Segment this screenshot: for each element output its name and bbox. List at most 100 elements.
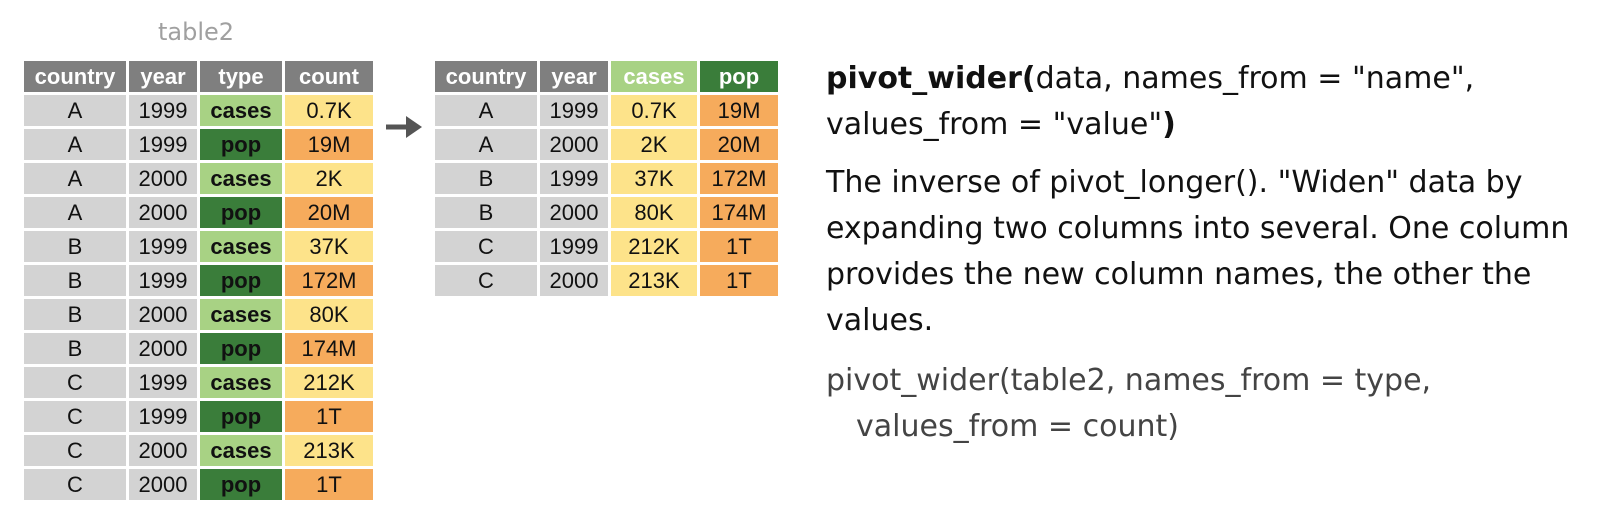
cell-country: C	[435, 265, 537, 296]
table-row: B 2000 pop 174M	[24, 333, 373, 364]
cell-country: C	[435, 231, 537, 262]
header-year: year	[540, 61, 608, 92]
cell-country: B	[435, 163, 537, 194]
cell-country: B	[24, 231, 126, 262]
cell-type: pop	[200, 401, 282, 432]
cell-country: A	[24, 129, 126, 160]
signature-args: data, names_from = "name",	[1035, 61, 1475, 96]
header-year: year	[129, 61, 197, 92]
cell-cases: 0.7K	[611, 95, 697, 126]
cell-country: B	[24, 333, 126, 364]
cell-cases: 37K	[611, 163, 697, 194]
example-code: pivot_wider(table2, names_from = type, v…	[826, 358, 1606, 450]
table-row: A 1999 cases 0.7K	[24, 95, 373, 126]
description-panel: pivot_wider(data, names_from = "name", v…	[826, 56, 1606, 450]
cell-year: 1999	[129, 95, 197, 126]
cell-country: C	[24, 469, 126, 500]
cell-count: 2K	[285, 163, 373, 194]
signature-args-2: values_from = "value"	[826, 107, 1163, 142]
example-line-1: pivot_wider(table2, names_from = type,	[826, 363, 1432, 398]
cell-year: 2000	[129, 299, 197, 330]
cell-count: 20M	[285, 197, 373, 228]
cell-pop: 174M	[700, 197, 778, 228]
example-line-2: values_from = count)	[856, 409, 1179, 444]
output-table: country year cases pop A 1999 0.7K 19M A 200…	[432, 58, 781, 299]
cell-pop: 20M	[700, 129, 778, 160]
cell-year: 2000	[540, 265, 608, 296]
header-country: country	[24, 61, 126, 92]
cell-count: 1T	[285, 469, 373, 500]
cell-type: cases	[200, 231, 282, 262]
header-country: country	[435, 61, 537, 92]
cell-year: 2000	[129, 333, 197, 364]
function-signature: pivot_wider(data, names_from = "name", v…	[826, 56, 1606, 148]
cell-count: 0.7K	[285, 95, 373, 126]
cell-year: 2000	[129, 197, 197, 228]
cell-country: B	[24, 299, 126, 330]
cell-country: A	[435, 129, 537, 160]
table-row: A 2000 cases 2K	[24, 163, 373, 194]
input-table: country year type count A 1999 cases 0.7K A…	[21, 58, 376, 503]
table-row: C 2000 pop 1T	[24, 469, 373, 500]
cell-type: pop	[200, 129, 282, 160]
cell-year: 2000	[129, 435, 197, 466]
cell-country: A	[24, 163, 126, 194]
output-table-header-row: country year cases pop	[435, 61, 778, 92]
cell-count: 172M	[285, 265, 373, 296]
function-name: pivot_wider(	[826, 61, 1036, 96]
cell-country: A	[24, 197, 126, 228]
table-row: A 1999 0.7K 19M	[435, 95, 778, 126]
cell-cases: 80K	[611, 197, 697, 228]
cell-year: 1999	[129, 367, 197, 398]
table-row: B 2000 cases 80K	[24, 299, 373, 330]
right-arrow-icon	[386, 116, 422, 138]
cell-type: cases	[200, 163, 282, 194]
cell-type: pop	[200, 333, 282, 364]
cell-count: 174M	[285, 333, 373, 364]
cell-pop: 1T	[700, 231, 778, 262]
cell-type: pop	[200, 197, 282, 228]
cell-year: 1999	[129, 129, 197, 160]
table-row: A 1999 pop 19M	[24, 129, 373, 160]
cell-country: C	[24, 367, 126, 398]
cell-country: A	[435, 95, 537, 126]
cell-year: 2000	[540, 197, 608, 228]
table-row: C 2000 213K 1T	[435, 265, 778, 296]
cell-count: 212K	[285, 367, 373, 398]
table-row: B 1999 cases 37K	[24, 231, 373, 262]
table-row: C 1999 pop 1T	[24, 401, 373, 432]
signature-close: )	[1162, 107, 1176, 142]
cell-country: C	[24, 435, 126, 466]
cell-type: cases	[200, 435, 282, 466]
table-row: B 1999 37K 172M	[435, 163, 778, 194]
cell-year: 2000	[540, 129, 608, 160]
cell-count: 1T	[285, 401, 373, 432]
cell-year: 2000	[129, 163, 197, 194]
cell-count: 213K	[285, 435, 373, 466]
cell-type: cases	[200, 299, 282, 330]
table-row: C 1999 212K 1T	[435, 231, 778, 262]
cell-count: 19M	[285, 129, 373, 160]
description-text: The inverse of pivot_longer(). "Widen" d…	[826, 165, 1570, 338]
table-row: C 2000 cases 213K	[24, 435, 373, 466]
cell-count: 80K	[285, 299, 373, 330]
input-table-header-row: country year type count	[24, 61, 373, 92]
header-count: count	[285, 61, 373, 92]
cell-year: 1999	[540, 163, 608, 194]
cell-year: 1999	[540, 231, 608, 262]
table-row: B 1999 pop 172M	[24, 265, 373, 296]
header-type: type	[200, 61, 282, 92]
cell-country: B	[24, 265, 126, 296]
cell-type: cases	[200, 367, 282, 398]
table-row: B 2000 80K 174M	[435, 197, 778, 228]
cell-pop: 172M	[700, 163, 778, 194]
cell-cases: 2K	[611, 129, 697, 160]
table-row: C 1999 cases 212K	[24, 367, 373, 398]
cell-type: pop	[200, 265, 282, 296]
cell-count: 37K	[285, 231, 373, 262]
cell-year: 1999	[129, 265, 197, 296]
left-table-caption: table2	[157, 18, 235, 46]
cell-year: 2000	[129, 469, 197, 500]
header-cases: cases	[611, 61, 697, 92]
header-pop: pop	[700, 61, 778, 92]
